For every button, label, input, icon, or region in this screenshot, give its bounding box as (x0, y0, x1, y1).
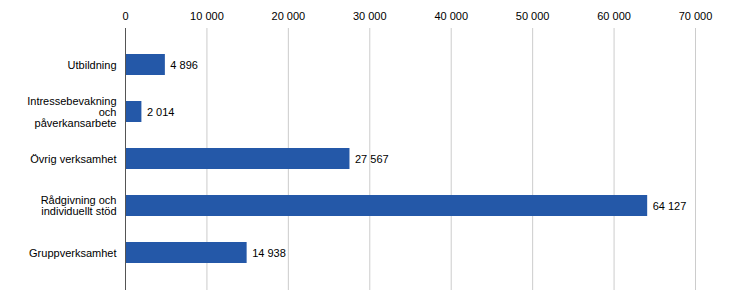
svg-text:10 000: 10 000 (190, 10, 224, 22)
svg-text:27 567: 27 567 (355, 153, 389, 165)
svg-text:0: 0 (122, 10, 128, 22)
svg-text:Övrig verksamhet: Övrig verksamhet (30, 153, 116, 165)
svg-text:Intressebevakningochpåverkansa: Intressebevakningochpåverkansarbete (27, 95, 116, 129)
svg-text:30 000: 30 000 (353, 10, 387, 22)
svg-text:2 014: 2 014 (147, 106, 175, 118)
svg-text:Gruppverksamhet: Gruppverksamhet (29, 247, 116, 259)
svg-text:40 000: 40 000 (434, 10, 468, 22)
svg-text:60 000: 60 000 (597, 10, 631, 22)
svg-text:64 127: 64 127 (653, 200, 687, 212)
svg-text:4 896: 4 896 (170, 59, 198, 71)
svg-text:20 000: 20 000 (272, 10, 306, 22)
svg-text:70 000: 70 000 (679, 10, 713, 22)
svg-text:Utbildning: Utbildning (68, 59, 117, 71)
svg-text:Rådgivning ochindividuellt stö: Rådgivning ochindividuellt stöd (41, 194, 117, 217)
svg-text:50 000: 50 000 (516, 10, 550, 22)
svg-text:14 938: 14 938 (252, 247, 286, 259)
